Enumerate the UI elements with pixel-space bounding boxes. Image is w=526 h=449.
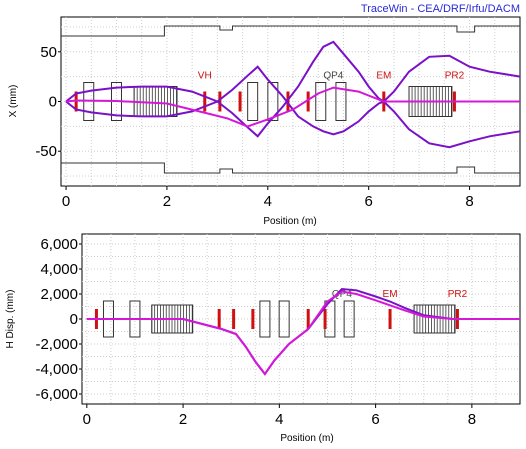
x-tick-label: 0: [83, 411, 91, 428]
element-label: EM: [376, 71, 391, 82]
series-2: [86, 287, 520, 376]
quadrupole-box: [335, 82, 347, 121]
y-tick-label: -4,000: [35, 361, 78, 378]
quadrupole-box: [247, 82, 259, 121]
x-axis-label-1: Position (m): [263, 216, 316, 227]
y-tick-label: 50: [40, 44, 57, 61]
x-tick-label: 8: [465, 193, 473, 210]
quadrupole-box: [267, 82, 279, 121]
x-axis-label-2: Position (m): [280, 433, 333, 444]
x-tick-labels-1: 0 2 4 6 8: [62, 186, 474, 210]
y-tick-label: -6,000: [35, 386, 78, 403]
y-tick-labels-1: 50 0 -50: [35, 44, 61, 160]
y-axis-label-1: X (mm): [8, 85, 19, 118]
quadrupole-box: [278, 300, 290, 338]
y-tick-label: 0: [70, 311, 78, 328]
x-tick-label: 2: [163, 193, 171, 210]
element-label: VH: [198, 71, 212, 82]
x-tick-label: 6: [365, 193, 373, 210]
element-label: EM: [383, 289, 398, 300]
series-line: [86, 290, 520, 376]
series-line: [65, 40, 521, 138]
aperture-bottom: [61, 162, 520, 174]
y-tick-label: 0: [49, 94, 57, 111]
x-tick-label: 8: [468, 411, 476, 428]
y-axis-label-2: H Disp. (mm): [5, 290, 16, 349]
aperture-top: [61, 25, 520, 37]
element-label: PR2: [448, 289, 468, 300]
y-tick-label: 4,000: [40, 261, 78, 278]
series-line: [65, 86, 520, 128]
y-tick-label: 2,000: [40, 286, 78, 303]
quadrupole-box: [315, 82, 327, 121]
x-tick-label: 4: [264, 193, 272, 210]
series-1: [65, 40, 521, 149]
x-tick-label: 0: [62, 193, 70, 210]
x-tick-label: 2: [179, 411, 187, 428]
x-envelope-panel: VH QP4 EM PR2 0 2 4 6 8 50 0 -50 Position (m) X (…: [8, 16, 521, 227]
beamline-elements-2: QP4 EM PR2: [94, 289, 468, 338]
y-tick-label: -2,000: [35, 336, 78, 353]
aperture-outline-1: [61, 25, 520, 174]
y-tick-label: -50: [35, 143, 57, 160]
series-line: [65, 65, 521, 149]
quadrupole-box: [343, 300, 355, 338]
element-label: QP4: [332, 289, 352, 300]
x-tick-labels-2: 0 2 4 6 8: [83, 404, 476, 428]
y-tick-label: 6,000: [40, 236, 78, 253]
element-label: QP4: [323, 71, 343, 82]
y-tick-labels-2: 6,000 4,000 2,000 0 -2,000 -4,000 -6,000: [35, 236, 82, 403]
x-tick-label: 4: [275, 411, 283, 428]
quadrupole-box: [259, 300, 271, 338]
element-label: PR2: [445, 71, 465, 82]
app-banner: TraceWin - CEA/DRF/Irfu/DACM: [360, 3, 520, 15]
h-dispersion-panel: QP4 EM PR2 0 2 4 6 8 6,000 4,000 2,000 0 -2,000 -4,…: [5, 233, 521, 444]
x-tick-label: 6: [371, 411, 379, 428]
